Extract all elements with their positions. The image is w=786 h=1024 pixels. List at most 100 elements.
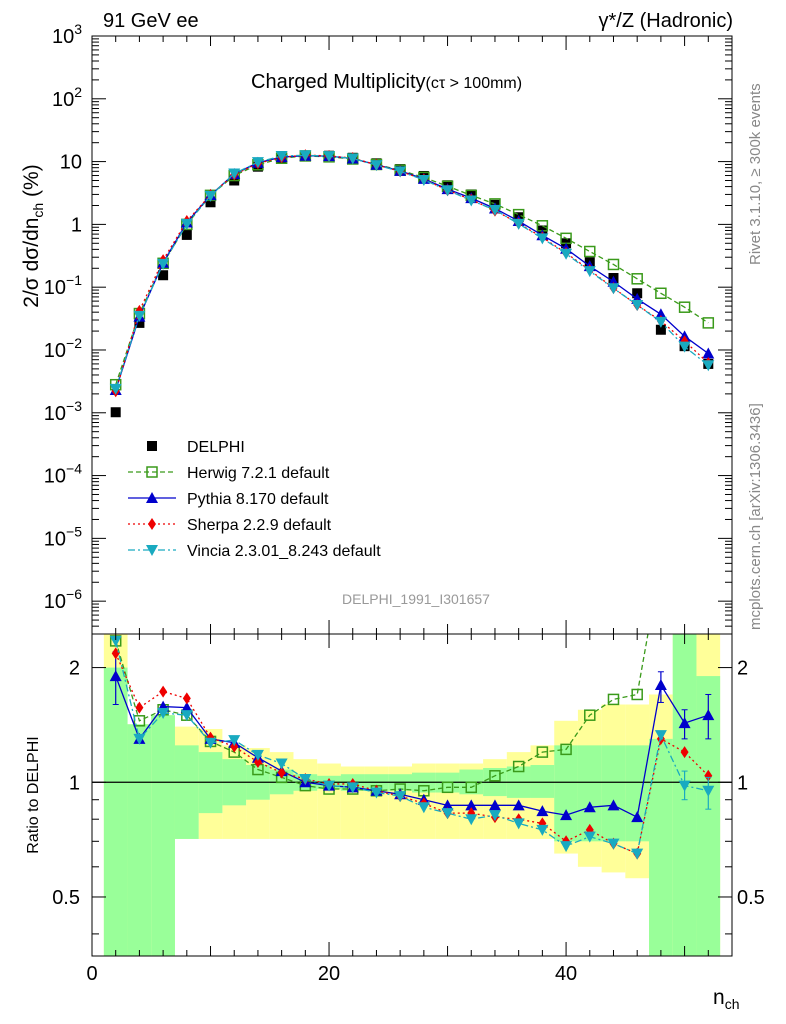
ratio-point <box>109 670 122 682</box>
ratio-point <box>488 810 501 822</box>
data-point <box>678 341 691 353</box>
data-point <box>157 258 170 270</box>
ratio-y-tick-label: 0.5 <box>52 887 80 909</box>
series-delphi <box>110 150 714 418</box>
ratio-y-tick-label-right: 2 <box>737 658 748 680</box>
x-axis-label: nch <box>713 986 739 1012</box>
y-tick-label: 10−5 <box>44 523 82 550</box>
ratio-point <box>536 824 549 836</box>
ratio-point <box>607 693 620 706</box>
uncertainty-band-yellow <box>317 763 341 839</box>
data-point <box>584 245 596 258</box>
ratio-point <box>323 780 336 792</box>
ratio-point <box>583 801 596 813</box>
legend-entry: Pythia 8.170 default <box>128 491 329 508</box>
ratio-point <box>159 685 168 698</box>
y-tick-label: 10 <box>60 152 82 174</box>
ratio-point <box>678 717 691 729</box>
ratio-point <box>109 635 122 647</box>
x-tick-label: 40 <box>555 963 577 985</box>
ratio-point <box>277 766 286 779</box>
legend-label: Vincia 2.3.01_8.243 default <box>187 543 381 560</box>
series-sherpa <box>111 149 713 398</box>
y-tick-label: 10−6 <box>44 586 82 613</box>
ratio-point <box>702 785 715 797</box>
data-point <box>654 308 667 320</box>
ratio-point <box>133 715 146 727</box>
data-point <box>346 153 359 165</box>
ratio-point <box>135 701 144 714</box>
ratio-point <box>583 831 596 843</box>
data-point <box>204 190 217 202</box>
legend-entry: Vincia 2.3.01_8.243 default <box>128 543 381 560</box>
data-point <box>654 316 667 328</box>
ratio-point <box>230 740 239 753</box>
data-point <box>251 157 264 169</box>
watermark-analysis-id: DELPHI_1991_I301657 <box>342 591 490 607</box>
ratio-point <box>465 781 478 794</box>
uncertainty-band-green <box>174 745 199 839</box>
ratio-point <box>204 737 217 749</box>
legend: DELPHI Herwig 7.2.1 default Pythia 8.170 d… <box>128 439 381 560</box>
y-tick-label: 1 <box>71 214 82 236</box>
ratio-point <box>180 701 193 713</box>
series-herwig <box>109 150 715 391</box>
data-point <box>607 283 620 295</box>
ratio-point <box>111 647 120 660</box>
ratio-y-tick-label-right: 1 <box>737 772 748 794</box>
ratio-point <box>441 799 454 811</box>
data-point <box>631 300 644 312</box>
legend-label: Pythia 8.170 default <box>187 491 329 508</box>
data-point <box>134 317 145 328</box>
ratio-line <box>115 653 709 855</box>
data-point <box>370 160 383 172</box>
legend-entry: DELPHI <box>147 439 245 456</box>
uncertainty-band-green <box>127 724 152 956</box>
data-point <box>488 204 501 216</box>
ratio-point <box>680 746 689 759</box>
ratio-y-tick-label-right: 0.5 <box>737 887 765 909</box>
data-point <box>583 266 596 278</box>
ratio-point <box>584 709 596 721</box>
data-point <box>441 185 454 197</box>
uncertainty-band-green <box>577 745 602 842</box>
y-tick-label: 102 <box>52 84 82 111</box>
ratio-point <box>512 818 525 830</box>
main-panel: 10−6 10−5 10−4 10−3 10−2 10−1 1 10 102 103 <box>44 21 733 635</box>
ratio-point <box>631 688 643 701</box>
uncertainty-band-green <box>696 676 721 956</box>
ratio-point <box>560 809 573 821</box>
uncertainty-band-green <box>151 715 175 956</box>
ratio-point <box>346 782 359 794</box>
data-point <box>275 150 288 162</box>
ratio-point <box>631 848 644 860</box>
legend-marker <box>147 441 157 451</box>
ratio-series-vincia <box>109 635 715 860</box>
ratio-point <box>157 707 170 719</box>
data-point <box>702 360 715 372</box>
x-tick-label: 0 <box>86 963 97 985</box>
legend-entry: Sherpa 2.2.9 default <box>128 517 332 534</box>
data-point <box>702 347 715 359</box>
header-energy-label: 91 GeV ee <box>103 10 199 32</box>
uncertainty-band-green <box>103 667 128 956</box>
series-line <box>115 154 709 392</box>
ratio-point <box>417 802 430 814</box>
data-point <box>110 407 121 418</box>
data-point <box>631 273 643 285</box>
data-point <box>417 174 430 186</box>
ratio-point <box>607 838 620 850</box>
ratio-point <box>275 758 288 770</box>
ratio-y-tick-label: 1 <box>69 772 80 794</box>
legend-marker <box>146 545 158 556</box>
header-process-label: γ*/Z (Hadronic) <box>599 10 733 32</box>
series-line <box>115 155 709 385</box>
legend-marker <box>148 518 156 530</box>
data-point <box>158 270 169 281</box>
series-vincia <box>109 150 715 395</box>
ratio-point <box>182 692 191 705</box>
ratio-point <box>631 811 644 823</box>
ratio-point <box>489 770 501 782</box>
ratio-point <box>441 781 454 794</box>
